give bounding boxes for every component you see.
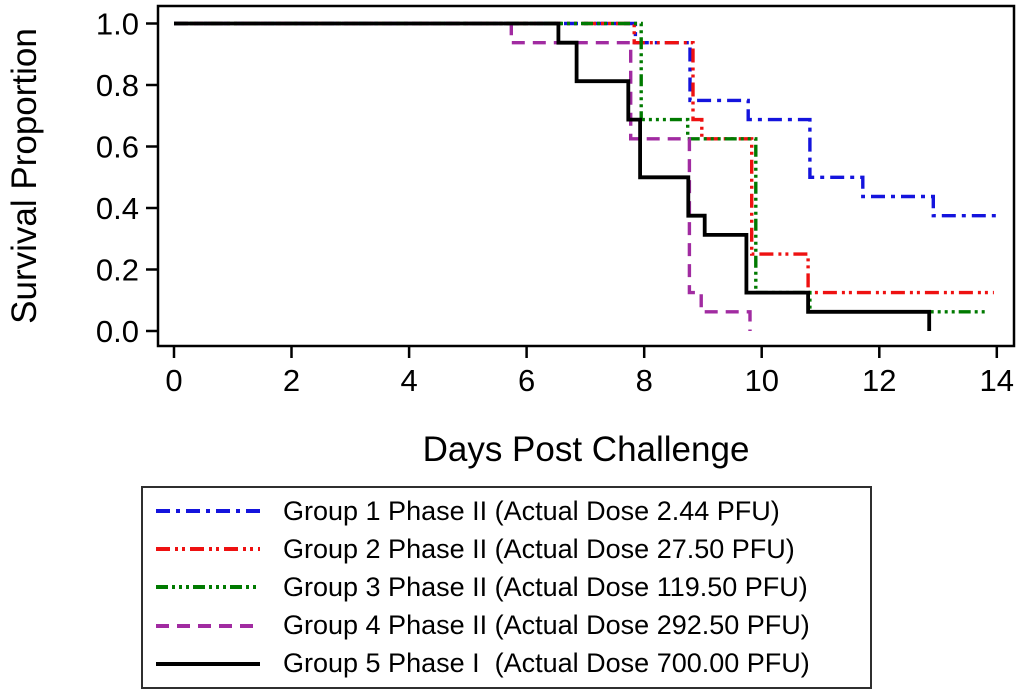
plot-frame	[156, 4, 1016, 348]
x-axis: 0 2 4 6 8 10 12 14	[165, 346, 1014, 398]
legend-label-group-1: Group 1 Phase II (Actual Dose 2.44 PFU)	[283, 495, 780, 526]
legend-item-group-1: Group 1 Phase II (Actual Dose 2.44 PFU)	[155, 492, 866, 530]
x-tick-label: 14	[980, 363, 1014, 398]
x-tick-label: 8	[636, 363, 653, 398]
y-tick-label: 0.0	[96, 314, 139, 349]
y-tick-label: 0.4	[96, 191, 139, 226]
x-tick-label: 12	[862, 363, 896, 398]
x-tick-label: 6	[518, 363, 535, 398]
y-tick-label: 0.6	[96, 130, 139, 165]
legend-label-group-3: Group 3 Phase II (Actual Dose 119.50 PFU…	[283, 571, 808, 602]
x-tick-label: 0	[165, 363, 182, 398]
legend: Group 1 Phase II (Actual Dose 2.44 PFU) G…	[141, 486, 872, 689]
survival-chart: 0 2 4 6 8 10 12 14 1.0 0.8 0.6 0.4 0.2 0.0 Days Post…	[5, 4, 1016, 469]
y-tick-label: 0.8	[96, 68, 139, 103]
legend-item-group-3: Group 3 Phase II (Actual Dose 119.50 PFU…	[155, 568, 866, 606]
x-tick-label: 10	[744, 363, 778, 398]
legend-line-sample-group-4	[156, 623, 260, 628]
survival-curve-group-1	[174, 21, 997, 218]
legend-label-group-2: Group 2 Phase II (Actual Dose 27.50 PFU)	[283, 533, 795, 564]
legend-line-sample-group-2	[156, 547, 260, 552]
y-axis: 1.0 0.8 0.6 0.4 0.2 0.0	[96, 7, 158, 349]
legend-item-group-4: Group 4 Phase II (Actual Dose 292.50 PFU…	[155, 607, 866, 645]
legend-item-group-5: Group 5 Phase I (Actual Dose 700.00 PFU)	[155, 645, 866, 683]
survival-curve-group-2	[174, 21, 994, 295]
curves-layer	[174, 21, 997, 331]
y-tick-label: 0.2	[96, 253, 139, 288]
x-axis-title: Days Post Challenge	[423, 430, 750, 469]
x-tick-label: 4	[400, 363, 417, 398]
legend-line-sample-group-1	[156, 509, 260, 514]
y-axis-title: Survival Proportion	[5, 28, 44, 324]
survival-curve-group-5	[174, 21, 932, 331]
legend-line-sample-group-5	[156, 661, 260, 666]
legend-line-sample-group-3	[156, 585, 260, 590]
legend-label-group-5: Group 5 Phase I (Actual Dose 700.00 PFU)	[283, 648, 810, 679]
survival-curve-group-4	[174, 21, 752, 331]
x-tick-label: 2	[283, 363, 300, 398]
legend-item-group-2: Group 2 Phase II (Actual Dose 27.50 PFU)	[155, 530, 866, 568]
survival-curve-group-3	[174, 21, 987, 314]
legend-label-group-4: Group 4 Phase II (Actual Dose 292.50 PFU…	[283, 610, 810, 641]
y-tick-label: 1.0	[96, 7, 139, 42]
